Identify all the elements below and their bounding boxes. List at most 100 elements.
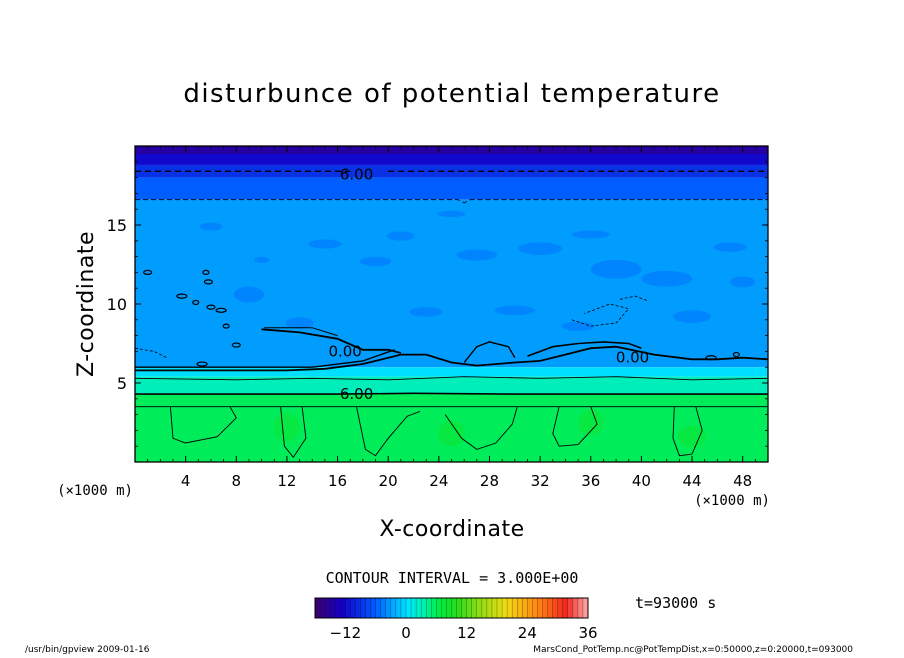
colorbar	[314, 598, 589, 618]
colorbar-swatch	[330, 598, 336, 618]
heatmap-patch	[409, 307, 443, 317]
contour-loop	[143, 269, 153, 275]
heatmap-patches	[199, 210, 756, 448]
x-tick-label: 44	[682, 472, 701, 490]
contour-loop	[202, 269, 210, 275]
heatmap-patch	[678, 425, 706, 448]
colorbar-swatch	[446, 598, 452, 618]
z-tick-label: 15	[107, 216, 127, 235]
heatmap-patch	[730, 276, 756, 288]
heatmap-patch	[561, 321, 595, 331]
colorbar-swatch	[451, 598, 457, 618]
colorbar-swatch	[502, 598, 508, 618]
colorbar-swatch	[315, 598, 321, 618]
colorbar-frame	[314, 597, 589, 619]
colorbar-swatch	[390, 598, 397, 618]
colorbar-swatch	[400, 598, 407, 618]
colorbar-swatch	[466, 598, 473, 618]
heatmap-layer	[135, 177, 768, 200]
heatmap-patch	[517, 242, 563, 256]
contour-line-zero	[264, 327, 338, 337]
colorbar-swatch	[562, 598, 569, 618]
colorbar-swatch	[411, 598, 417, 618]
heatmap-patch	[274, 413, 300, 442]
contour-loop	[206, 304, 216, 310]
heatmap-patch	[571, 230, 610, 239]
x-tick-label: 16	[328, 472, 347, 490]
contour-label: 6.00	[340, 165, 373, 183]
x-tick-label: 24	[429, 472, 448, 490]
contour-plume	[356, 406, 421, 457]
colorbar-swatch	[527, 598, 533, 618]
heatmap-patch	[713, 242, 747, 252]
footer-right: MarsCond_PotTemp.nc@PotTempDist,x=0:5000…	[533, 645, 853, 654]
x-tick-label: 48	[733, 472, 752, 490]
footer-left: /usr/bin/gpview 2009-01-16	[25, 645, 150, 654]
contour-loop	[732, 351, 740, 358]
heatmap-patch	[233, 286, 265, 303]
z-axis-title: Z-coordinate	[74, 231, 99, 377]
colorbar-swatch	[456, 598, 463, 618]
heatmap-layer	[135, 146, 768, 154]
z-axis-ticks: 5 10 15	[107, 161, 768, 447]
colorbar-swatch	[426, 598, 432, 618]
contour-line-dashed	[619, 295, 648, 302]
contour-label: 6.00	[340, 385, 373, 403]
colorbar-swatch	[497, 598, 503, 618]
colorbar-tick-label: 24	[518, 624, 537, 642]
colorbar-swatch	[461, 598, 468, 618]
chart-title: disturbunce of potential temperature	[183, 79, 720, 109]
colorbar-swatch	[340, 598, 346, 618]
colorbar-swatch	[577, 598, 584, 618]
heatmap-patch	[456, 249, 498, 261]
colorbar-swatch	[395, 598, 402, 618]
contour-line-zero	[463, 341, 516, 363]
heatmap-patch	[437, 210, 466, 218]
contour-plume	[444, 406, 518, 450]
colorbar-swatch	[547, 598, 554, 618]
colorbar-swatch	[552, 598, 559, 618]
heatmap-patch	[308, 239, 342, 249]
contour-loop	[176, 293, 188, 299]
colorbar-swatch	[416, 598, 422, 618]
colorbar-swatch	[335, 598, 341, 618]
contour-plume	[280, 406, 307, 459]
colorbar-swatch	[365, 598, 372, 618]
x-tick-label: 12	[277, 472, 296, 490]
colorbar-swatch	[320, 598, 326, 618]
colorbar-swatch	[471, 598, 478, 618]
contour-line-zero	[135, 349, 395, 368]
contour-line-zero	[135, 345, 768, 372]
colorbar-swatch	[481, 598, 488, 618]
x-unit-label-left: (×1000 m)	[57, 483, 133, 499]
colorbar-swatch	[370, 598, 377, 618]
colorbar-swatch	[380, 598, 387, 618]
colorbar-tick-label: −12	[330, 624, 362, 642]
contour-plume	[552, 406, 598, 447]
contour-line	[135, 392, 768, 395]
x-tick-label: 36	[581, 472, 600, 490]
colorbar-swatch	[355, 598, 361, 618]
contour-loop	[222, 323, 230, 329]
colorbar-swatch	[557, 598, 564, 618]
colorbar-swatch	[436, 598, 442, 618]
colorbar-swatch	[517, 598, 523, 618]
x-tick-label: 8	[232, 472, 242, 490]
colorbar-tick-label: 0	[401, 624, 411, 642]
x-axis-title: X-coordinate	[379, 517, 524, 542]
colorbar-swatch	[512, 598, 518, 618]
x-axis-ticks: 4 8 12 16 20 24 28 32 36 40 44 48	[147, 146, 756, 490]
x-unit-label-right: (×1000 m)	[694, 493, 770, 509]
colorbar-ticks: −12 0 12 24 36	[330, 624, 598, 642]
contour-lines	[135, 170, 768, 459]
contour-line	[135, 376, 768, 381]
contour-line-zero	[261, 328, 402, 354]
contour-plume	[672, 406, 703, 457]
x-tick-label: 40	[632, 472, 651, 490]
contour-labels: 6.00 0.00 0.00 6.00	[328, 165, 649, 403]
heatmap-layer	[135, 367, 768, 377]
heatmap-patch	[386, 231, 415, 241]
colorbar-swatch	[406, 598, 412, 618]
heatmap-patch	[437, 420, 466, 447]
